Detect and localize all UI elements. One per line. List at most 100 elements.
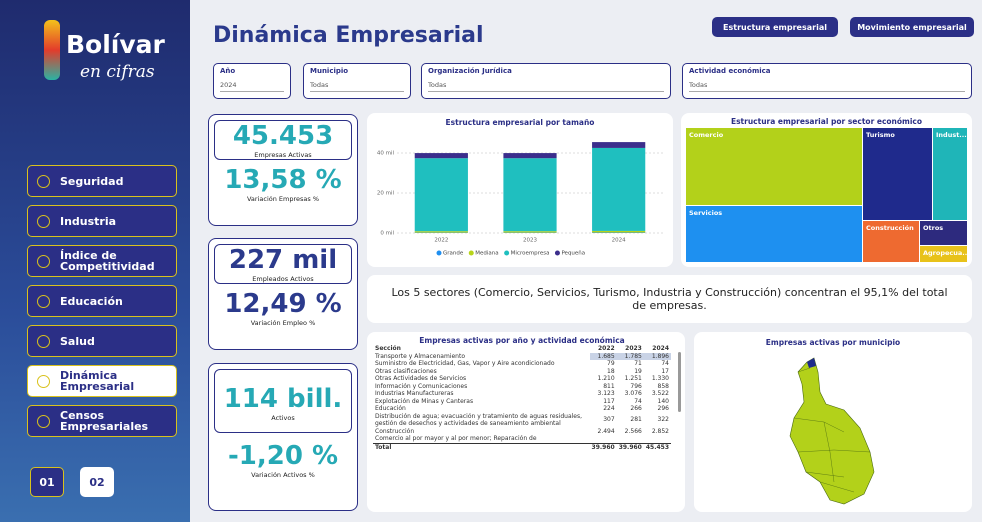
treemap-cell[interactable]: Agropecua... bbox=[920, 246, 970, 262]
region[interactable] bbox=[789, 357, 875, 505]
cell: 3.076 bbox=[624, 390, 642, 397]
nav-item[interactable]: Industria bbox=[27, 205, 177, 237]
table-row: Construcción 2.494 2.566 2.852 bbox=[373, 428, 671, 436]
filter[interactable]: Organización Jurídica Todas bbox=[421, 63, 671, 99]
chart-title: Estructura empresarial por sector económ… bbox=[730, 117, 923, 126]
nav-item[interactable]: Índice de Competitividad bbox=[27, 245, 177, 277]
nav-item[interactable]: Salud bbox=[27, 325, 177, 357]
region[interactable] bbox=[807, 358, 816, 368]
cell: 811 bbox=[603, 382, 615, 390]
kpi-value: 227 mil bbox=[228, 245, 338, 275]
table-row: Total 39.960 39.960 45.453 bbox=[373, 443, 671, 451]
legend-swatch bbox=[554, 250, 560, 256]
treemap-cell[interactable]: Comercio bbox=[686, 128, 862, 205]
x-tick-label: 2024 bbox=[612, 238, 626, 244]
bar-segment bbox=[503, 231, 557, 233]
nav-icon bbox=[37, 215, 50, 228]
treemap-cell[interactable]: Otros bbox=[920, 221, 967, 245]
kpi-value: -1,20 % bbox=[227, 441, 339, 471]
table-row: Otras clasificaciones 18 19 17 bbox=[373, 368, 671, 376]
table-panel: Empresas activas por año y actividad eco… bbox=[367, 332, 685, 512]
bar-chart: Estructura empresarial por tamaño 0 mil 2… bbox=[377, 118, 663, 257]
x-tick-label: 2023 bbox=[523, 238, 537, 244]
bar-segment bbox=[414, 158, 468, 232]
nav-label: Industria bbox=[60, 214, 117, 228]
map[interactable] bbox=[694, 332, 972, 512]
bar-segment bbox=[592, 147, 646, 231]
cell: 2.566 bbox=[624, 427, 642, 435]
cell: 2.494 bbox=[597, 427, 615, 435]
map-title: Empresas activas por municipio bbox=[765, 338, 901, 347]
table-row: Otras Actividades de Servicios 1.210 1.251… bbox=[373, 375, 671, 383]
nav-item[interactable]: Educación bbox=[27, 285, 177, 317]
nav-label: Educación bbox=[60, 294, 123, 308]
cell: 224 bbox=[603, 405, 615, 412]
legend-label: Microempresa bbox=[511, 251, 550, 257]
cell: 117 bbox=[603, 397, 615, 405]
treemap-cell[interactable]: Servicios bbox=[686, 206, 862, 262]
kpi-label: Activos bbox=[271, 414, 295, 422]
cell: 3.123 bbox=[597, 390, 615, 397]
cell: 18 bbox=[607, 367, 615, 375]
cell: 266 bbox=[630, 405, 642, 412]
cell: 1.896 bbox=[643, 352, 671, 360]
legend-swatch bbox=[504, 250, 510, 256]
y-tick-label: 0 mil bbox=[380, 231, 394, 237]
nav-button[interactable]: Estructura empresarial bbox=[712, 17, 838, 37]
table-row: Información y Comunicaciones 811 796 858 bbox=[373, 383, 671, 391]
table-row: Industrias Manufactureras 3.123 3.076 3.522 bbox=[373, 390, 671, 398]
nav-item[interactable]: Seguridad bbox=[27, 165, 177, 197]
filter-label: Municipio bbox=[310, 67, 349, 75]
kpi-value: 12,49 % bbox=[224, 289, 342, 319]
filter-value: Todas bbox=[428, 81, 664, 92]
logo-icon bbox=[44, 20, 60, 80]
header-cell: 2023 bbox=[625, 345, 642, 352]
kpi-label: Variación Empresas % bbox=[246, 195, 320, 203]
filter-label: Organización Jurídica bbox=[428, 67, 512, 75]
sidebar: Bolívar en cifras Seguridad Industria Índi… bbox=[0, 0, 190, 522]
nav-item[interactable]: Censos Empresariales bbox=[27, 405, 177, 437]
treemap-cell[interactable]: Turismo bbox=[863, 128, 932, 220]
nav-label: Salud bbox=[60, 334, 95, 348]
cell: 74 bbox=[661, 360, 669, 367]
kpi-value: 114 bill. bbox=[223, 384, 343, 414]
filter-value: Todas bbox=[310, 81, 404, 92]
treemap-cell[interactable]: Indust... bbox=[933, 128, 967, 220]
kpi-card: 114 bill. Activos -1,20 % Variación Activos… bbox=[208, 363, 358, 511]
legend-label: Pequeña bbox=[561, 251, 585, 257]
scrollbar[interactable] bbox=[678, 352, 681, 412]
nav-icon bbox=[37, 255, 50, 268]
table-row: Distribución de agua; evacuación y trata… bbox=[373, 413, 671, 428]
bar-segment bbox=[503, 153, 557, 159]
nav-icon bbox=[37, 375, 50, 388]
nav-label: Índice de Competitividad bbox=[60, 249, 155, 273]
kpi-label: Empleados Activos bbox=[252, 275, 314, 283]
cell: 1.210 bbox=[597, 375, 615, 382]
nav-icon bbox=[37, 175, 50, 188]
nav-button[interactable]: Movimiento empresarial bbox=[850, 17, 974, 37]
filter-value: Todas bbox=[689, 81, 965, 92]
kpi-value: 45.453 bbox=[232, 121, 334, 151]
logo-title: Bolívar bbox=[66, 30, 165, 59]
cell: 1.251 bbox=[624, 375, 642, 382]
nav-item[interactable]: Dinámica Empresarial bbox=[27, 365, 177, 397]
table: Sección 2022 2023 2024 Transporte y Almacena… bbox=[373, 345, 671, 451]
cell: Construcción bbox=[375, 427, 415, 435]
y-tick-label: 40 mil bbox=[377, 151, 395, 157]
cell: 79 bbox=[607, 360, 615, 367]
page-button[interactable]: 01 bbox=[30, 467, 64, 497]
filter-label: Año bbox=[220, 67, 236, 75]
filter[interactable]: Año 2024 bbox=[213, 63, 291, 99]
cell: 39.960 bbox=[591, 443, 615, 451]
filter[interactable]: Municipio Todas bbox=[303, 63, 411, 99]
filter[interactable]: Actividad económica Todas bbox=[682, 63, 972, 99]
cell: Industrias Manufactureras bbox=[375, 390, 454, 397]
treemap-cell[interactable]: Construcción bbox=[863, 221, 919, 262]
kpi-label: Variación Empleo % bbox=[250, 319, 316, 327]
cell: Transporte y Almacenamiento bbox=[375, 352, 466, 360]
borders bbox=[793, 367, 871, 493]
header-cell: 2022 bbox=[597, 345, 615, 352]
page-button[interactable]: 02 bbox=[80, 467, 114, 497]
note: Los 5 sectores (Comercio, Servicios, Tur… bbox=[367, 275, 972, 323]
cell: 858 bbox=[657, 382, 669, 390]
